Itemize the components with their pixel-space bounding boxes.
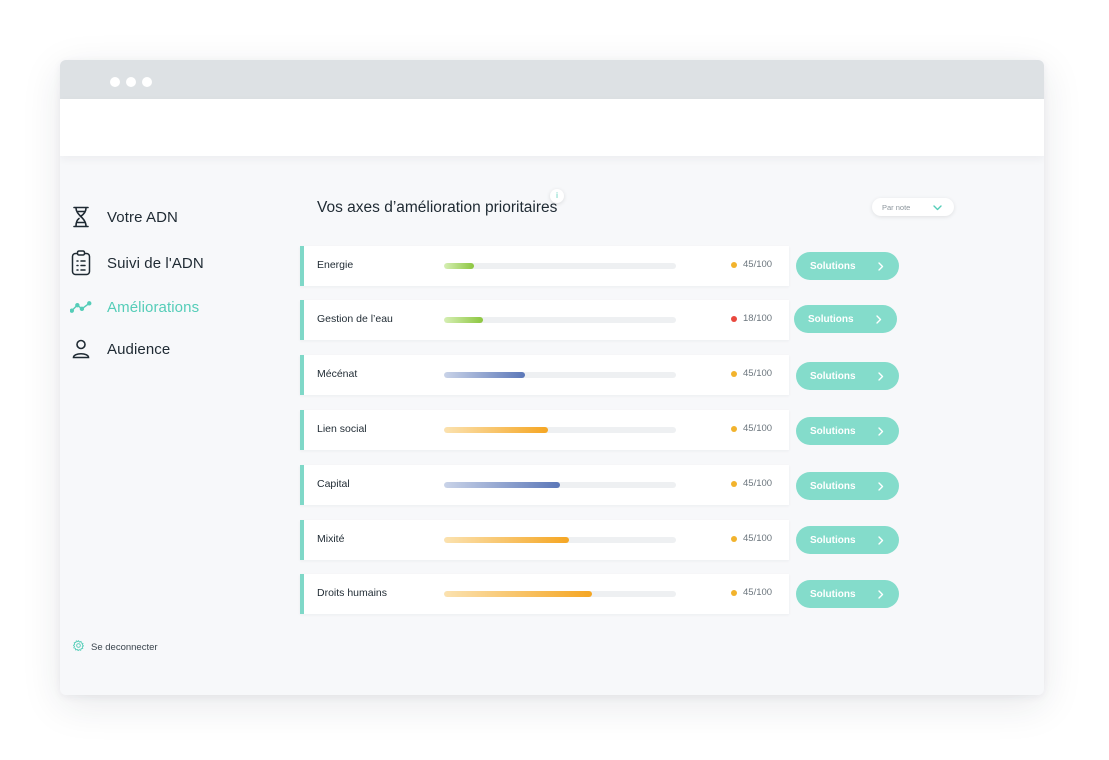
solutions-button-label: Solutions — [810, 480, 856, 492]
progress-fill — [444, 263, 474, 269]
solutions-button[interactable]: Solutions — [796, 252, 899, 280]
solutions-button-label: Solutions — [810, 425, 856, 437]
list-item: Gestion de l’eau 18/100 — [300, 300, 789, 340]
page-title: Vos axes d’amélioration prioritaires — [317, 199, 558, 216]
window-dot[interactable] — [126, 77, 136, 87]
window-titlebar — [60, 60, 1044, 99]
row-score: 45/100 — [743, 259, 773, 270]
row-title: Capital — [317, 478, 350, 490]
sidebar-item-label: Votre ADN — [107, 208, 178, 226]
logout-label: Se deconnecter — [91, 641, 158, 653]
solutions-button-label: Solutions — [810, 588, 856, 600]
solutions-button[interactable]: Solutions — [796, 472, 899, 500]
solutions-button-label: Solutions — [810, 534, 856, 546]
chevron-right-icon — [876, 261, 886, 271]
chevron-right-icon — [876, 481, 886, 491]
solutions-button[interactable]: Solutions — [796, 417, 899, 445]
sidebar-item-audience[interactable]: Audience — [70, 336, 170, 362]
chevron-right-icon — [876, 535, 886, 545]
progress-bar — [444, 317, 676, 323]
progress-fill — [444, 591, 592, 597]
dna-icon — [70, 204, 92, 230]
gear-icon — [72, 638, 85, 656]
trend-line-icon — [70, 294, 92, 320]
progress-bar — [444, 427, 676, 433]
status-dot — [731, 316, 737, 322]
sort-dropdown-value: Par note — [882, 202, 911, 212]
row-title: Mixité — [317, 533, 345, 545]
progress-fill — [444, 482, 560, 488]
row-score: 45/100 — [743, 478, 773, 489]
progress-fill — [444, 427, 548, 433]
progress-bar — [444, 372, 676, 378]
status-dot — [731, 371, 737, 377]
solutions-button[interactable]: Solutions — [796, 580, 899, 608]
window-dot[interactable] — [142, 77, 152, 87]
progress-bar — [444, 263, 676, 269]
progress-fill — [444, 317, 483, 323]
window-dot[interactable] — [110, 77, 120, 87]
status-dot — [731, 536, 737, 542]
row-title: Gestion de l’eau — [317, 313, 393, 325]
list-item: Lien social 45/100 — [300, 410, 789, 450]
sidebar-item-ameliorations[interactable]: Améliorations — [70, 294, 199, 320]
top-bar — [60, 99, 1044, 156]
solutions-button-label: Solutions — [810, 370, 856, 382]
status-dot — [731, 262, 737, 268]
solutions-button[interactable]: Solutions — [794, 305, 897, 333]
progress-fill — [444, 537, 569, 543]
progress-bar — [444, 537, 676, 543]
app-window: Votre ADN Suivi de l'ADN — [60, 60, 1044, 695]
row-title: Lien social — [317, 423, 367, 435]
list-item: Mécénat 45/100 — [300, 355, 789, 395]
chevron-right-icon — [876, 589, 886, 599]
row-score: 18/100 — [743, 313, 773, 324]
progress-bar — [444, 591, 676, 597]
list-item: Mixité 45/100 — [300, 520, 789, 560]
status-dot — [731, 590, 737, 596]
solutions-button[interactable]: Solutions — [796, 362, 899, 390]
solutions-button-label: Solutions — [808, 313, 854, 325]
sidebar-item-label: Suivi de l'ADN — [107, 254, 204, 272]
status-dot — [731, 481, 737, 487]
progress-bar — [444, 482, 676, 488]
progress-fill — [444, 372, 525, 378]
sort-dropdown[interactable]: Par note — [872, 198, 954, 216]
row-title: Energie — [317, 259, 354, 271]
sidebar-item-label: Améliorations — [107, 298, 200, 316]
sidebar-item-votre-adn[interactable]: Votre ADN — [70, 204, 178, 230]
row-score: 45/100 — [743, 533, 773, 544]
row-title: Droits humains — [317, 587, 388, 599]
list-item: Capital 45/100 — [300, 465, 789, 505]
status-dot — [731, 426, 737, 432]
info-icon[interactable]: i — [550, 189, 564, 203]
logout-link[interactable]: Se deconnecter — [72, 638, 158, 656]
row-title: Mécénat — [317, 368, 358, 380]
clipboard-icon — [70, 250, 92, 276]
row-score: 45/100 — [743, 368, 773, 379]
row-score: 45/100 — [743, 423, 773, 434]
list-item: Energie 45/100 — [300, 246, 789, 286]
chevron-right-icon — [874, 314, 884, 324]
list-item: Droits humains 45/100 — [300, 574, 789, 614]
solutions-button-label: Solutions — [810, 260, 856, 272]
chevron-right-icon — [876, 426, 886, 436]
sidebar-item-suivi-adn[interactable]: Suivi de l'ADN — [70, 250, 204, 276]
chevron-right-icon — [876, 371, 886, 381]
sidebar-item-label: Audience — [107, 340, 171, 358]
solutions-button[interactable]: Solutions — [796, 526, 899, 554]
chevron-down-icon — [933, 198, 942, 216]
user-icon — [70, 336, 92, 362]
row-score: 45/100 — [743, 587, 773, 598]
